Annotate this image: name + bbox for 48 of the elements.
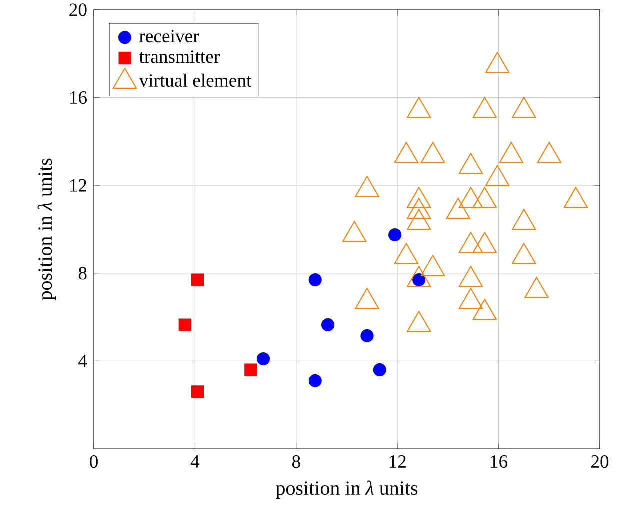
legend-label: receiver	[140, 30, 200, 43]
point	[458, 288, 484, 310]
x-tick-label: 16	[491, 455, 508, 468]
point	[472, 187, 497, 208]
point	[407, 209, 432, 230]
point	[499, 142, 524, 164]
point	[485, 165, 510, 186]
point	[394, 142, 419, 164]
point	[472, 232, 497, 254]
point	[458, 153, 484, 174]
y-tick-label: 4	[78, 355, 88, 368]
y-axis-title: position in λ units	[38, 158, 56, 300]
point	[407, 311, 432, 332]
point	[355, 288, 380, 310]
x-tick-label: 20	[591, 455, 609, 468]
point	[394, 243, 419, 264]
x-tick-label: 12	[390, 455, 406, 468]
point	[407, 266, 432, 288]
point	[355, 176, 380, 198]
point	[472, 97, 497, 118]
point	[564, 187, 588, 208]
point	[537, 142, 562, 164]
y-tick-label: 20	[70, 4, 87, 16]
y-tick-label: 16	[70, 92, 87, 104]
point	[472, 299, 497, 320]
x-tick-label: 0	[90, 455, 98, 468]
point	[512, 209, 536, 230]
point	[458, 266, 484, 288]
y-tick-label: 8	[78, 267, 87, 280]
point	[407, 97, 432, 118]
point	[485, 52, 510, 74]
point	[420, 255, 446, 276]
point	[446, 198, 470, 220]
legend-label: transmitter	[139, 50, 220, 64]
point	[420, 142, 446, 164]
point	[458, 187, 484, 208]
point	[524, 277, 549, 298]
point	[512, 243, 536, 264]
point	[407, 187, 432, 208]
point	[458, 232, 484, 254]
legend-label: virtual element	[139, 74, 252, 88]
x-tick-label: 8	[292, 455, 300, 468]
point	[512, 97, 536, 118]
point	[342, 221, 367, 242]
point	[407, 198, 432, 220]
y-tick-label: 12	[70, 179, 86, 192]
x-tick-label: 4	[190, 455, 200, 468]
x-axis-title: position in λ units	[276, 480, 418, 500]
